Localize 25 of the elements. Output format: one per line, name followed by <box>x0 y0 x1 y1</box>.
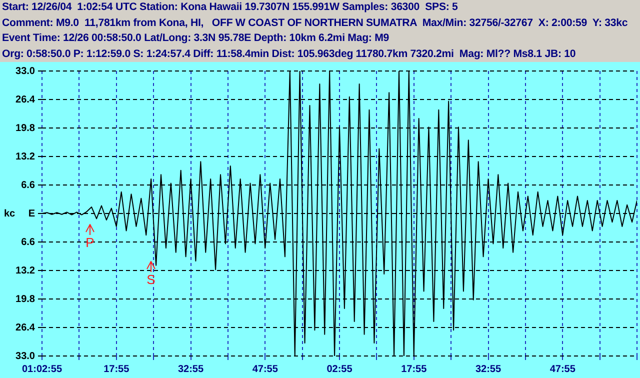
y-tick-label: 26.4 <box>16 94 36 106</box>
x-tick-label: 17:55 <box>104 364 130 375</box>
y-tick-label: 6.6 <box>21 180 36 191</box>
y-axis-title: kc <box>4 208 16 220</box>
y-tick-label: 13.2 <box>16 151 36 162</box>
y-tick-label: 33.0 <box>16 350 36 362</box>
text: Org: 0:58:50.0 P: 1:12:59.0 S: 1:24:57.4 Diff: 11:58.4min Dist: 105.963deg 11780.7km 7320.2mi Mag: Ml?? Ms8.1 JB: 10 <box>2 46 577 62</box>
y-tick-label: 26.4 <box>16 322 36 334</box>
y-tick-label: 19.8 <box>16 294 36 305</box>
x-tick-label: 47:55 <box>252 364 278 375</box>
y-tick-label: E <box>28 208 36 220</box>
x-tick-label: 02:55 <box>326 364 353 375</box>
y-tick-label: 13.2 <box>16 265 36 276</box>
y-tick-label: 6.6 <box>21 236 36 248</box>
x-tick-label: 32:55 <box>178 364 204 375</box>
x-tick-label: 32:55 <box>475 364 502 375</box>
y-tick-label: 33.0 <box>16 66 36 77</box>
text: Event Time: 12/26 00:58:50.0 Lat/Long: 3.3N 95.78E Depth: 10km 6.2mi Mag: M9 <box>2 31 390 46</box>
x-tick-label: 47:55 <box>550 364 576 375</box>
y-tick-label: 19.8 <box>16 122 36 134</box>
annotation: S <box>146 272 156 287</box>
chart-subtitle: Comment: M9.0 11,781km from Kona, HI, OFF W COAST OF NORTHERN SUMATRA Max/Min: 32756/-32767 X: 2:00:59 Y: 33kc <box>2 16 629 30</box>
x-tick-label: 01:02:55 <box>22 364 62 375</box>
chart-title: Start: 12/26/04 1:02:54 UTC Station: Kona Hawaii 19.7307N 155.991W Samples: 36300 SPS: 5 <box>2 0 459 15</box>
x-tick-label: 17:55 <box>401 364 428 375</box>
